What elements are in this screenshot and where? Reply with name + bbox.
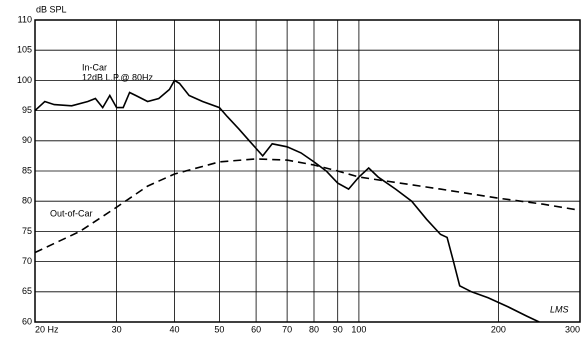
y-tick-label: 70 (22, 256, 32, 266)
x-tick-label: 100 (351, 324, 366, 334)
x-tick-label: 30 (112, 324, 122, 334)
y-tick-label: 110 (18, 14, 32, 24)
y-tick-label: 60 (22, 316, 32, 326)
annotation: LMS (550, 304, 569, 314)
x-tick-label: 70 (282, 324, 292, 334)
x-tick-label: 50 (214, 324, 224, 334)
x-tick-label: 200 (491, 324, 506, 334)
annotation: 12dB L.P.@ 80Hz (82, 72, 154, 82)
y-tick-label: 100 (17, 75, 32, 85)
x-tick-label: 40 (169, 324, 179, 334)
y-tick-label: 95 (22, 105, 32, 115)
y-tick-label: 80 (22, 196, 32, 206)
y-tick-label: 90 (22, 135, 32, 145)
x-tick-label: 80 (309, 324, 319, 334)
x-tick-label: 60 (251, 324, 261, 334)
x-tick-label: 20 Hz (35, 324, 59, 334)
series-line (35, 79, 540, 322)
y-axis-label: dB SPL (36, 4, 67, 14)
y-tick-label: 65 (22, 286, 32, 296)
y-tick-label: 75 (22, 226, 32, 236)
y-tick-label: 105 (17, 45, 32, 55)
y-tick-label: 85 (22, 165, 32, 175)
x-tick-label: 300 (565, 324, 580, 334)
x-tick-label: 90 (333, 324, 343, 334)
series-label: In-Car (82, 62, 107, 72)
series-line (35, 158, 580, 254)
series-label: Out-of-Car (50, 208, 93, 218)
